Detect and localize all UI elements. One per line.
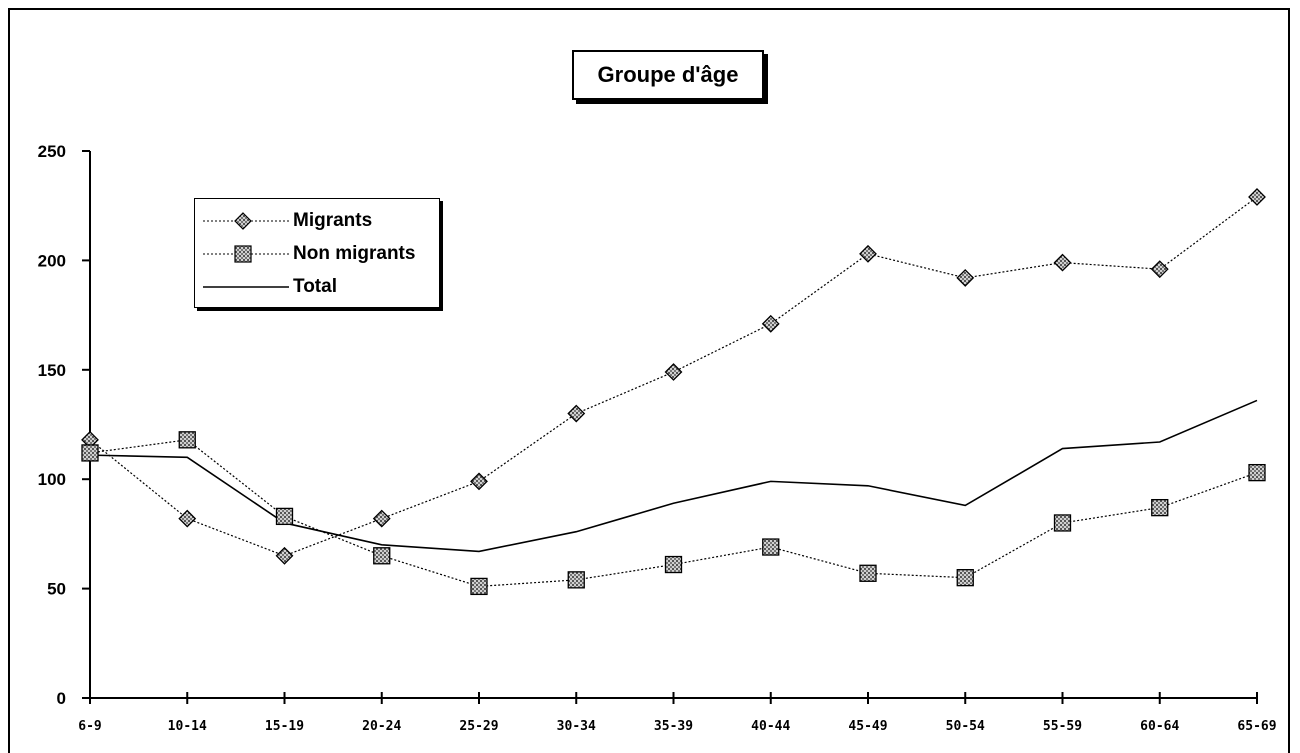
non-migrants-point bbox=[1151, 498, 1169, 517]
x-tick-label: 20-24 bbox=[362, 719, 401, 734]
non-migrants-point bbox=[567, 571, 585, 589]
y-tick-label: 150 bbox=[38, 361, 66, 380]
series-line-total bbox=[89, 399, 1258, 553]
axes: 0 50 100 150 200 250 6-9 10-14 15-19 20-24 25-29 30… bbox=[38, 142, 1277, 734]
y-tick-label: 200 bbox=[38, 251, 66, 270]
migrants-point bbox=[1053, 253, 1072, 272]
migrants-point bbox=[956, 268, 975, 287]
non-migrants-point bbox=[178, 431, 196, 449]
x-tick-label: 65-69 bbox=[1237, 719, 1276, 734]
migrants-point bbox=[372, 509, 391, 528]
legend-nonmigrants-marker bbox=[234, 245, 252, 263]
migrants-point bbox=[470, 472, 488, 491]
x-tick-label: 55-59 bbox=[1043, 719, 1082, 734]
migrants-point bbox=[664, 363, 683, 381]
chart-frame bbox=[8, 8, 1290, 753]
migrants-point bbox=[761, 314, 780, 333]
chart-title: Groupe d'âge bbox=[572, 50, 764, 100]
non-migrants-point bbox=[81, 444, 99, 462]
non-migrants-point bbox=[956, 569, 974, 587]
non-migrants-point bbox=[373, 547, 391, 565]
y-tick-label: 0 bbox=[57, 689, 66, 708]
non-migrants-point bbox=[275, 507, 294, 526]
migrants-point bbox=[859, 244, 877, 263]
non-migrants-point bbox=[664, 555, 683, 574]
non-migrants-point bbox=[859, 564, 877, 582]
non-migrants-point bbox=[470, 577, 488, 596]
legend-label-migrants: Migrants bbox=[293, 210, 373, 231]
legend-label-nonmigrants: Non migrants bbox=[293, 243, 416, 264]
legend-migrants-marker bbox=[234, 212, 252, 230]
migrants-point bbox=[275, 546, 294, 565]
non-migrants-point bbox=[762, 538, 780, 556]
y-tick-label: 250 bbox=[38, 142, 66, 161]
x-tick-label: 60-64 bbox=[1140, 719, 1179, 734]
x-tick-label: 45-49 bbox=[848, 719, 887, 734]
x-tick-label: 30-34 bbox=[557, 719, 596, 734]
y-tick-label: 100 bbox=[38, 470, 66, 489]
x-tick-label: 40-44 bbox=[751, 719, 790, 734]
legend-label-total: Total bbox=[293, 276, 337, 297]
legend: Migrants Non migrants Total bbox=[194, 198, 440, 308]
non-migrants-point bbox=[1053, 514, 1072, 532]
non-migrants-point bbox=[1248, 463, 1266, 482]
migrants-point bbox=[567, 404, 586, 423]
migrants-point bbox=[1150, 260, 1169, 279]
migrants-point bbox=[1248, 188, 1266, 206]
y-tick-label: 50 bbox=[47, 580, 66, 599]
x-tick-label: 15-19 bbox=[265, 719, 304, 734]
migrants-point bbox=[178, 509, 197, 528]
series-layer bbox=[81, 188, 1266, 596]
x-tick-label: 10-14 bbox=[168, 719, 207, 734]
x-tick-label: 35-39 bbox=[654, 719, 693, 734]
x-tick-label: 25-29 bbox=[459, 719, 498, 734]
x-tick-label: 6-9 bbox=[78, 719, 101, 734]
x-tick-label: 50-54 bbox=[946, 719, 985, 734]
legend-swatches bbox=[203, 212, 289, 288]
